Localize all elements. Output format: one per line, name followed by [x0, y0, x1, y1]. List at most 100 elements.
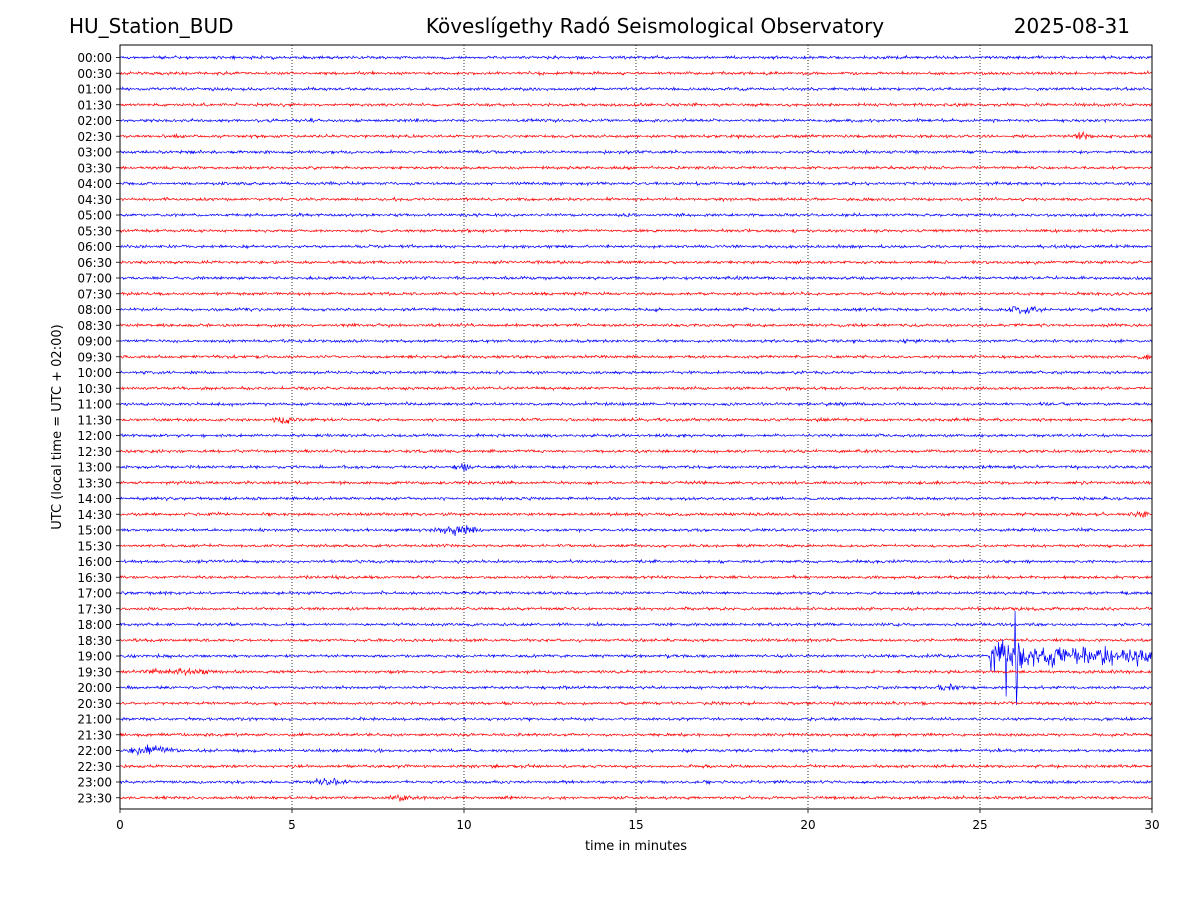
y-axis-label: UTC (local time = UTC + 02:00)	[50, 324, 65, 529]
y-tick-label: 14:00	[77, 492, 112, 506]
y-tick-label: 07:30	[77, 287, 112, 301]
trace-2300	[119, 777, 1153, 786]
y-tick-label: 12:00	[77, 429, 112, 443]
trace-1500	[119, 525, 1153, 536]
trace-1000	[119, 369, 1153, 376]
y-tick-label: 16:00	[77, 555, 112, 569]
y-tick-label: 19:30	[77, 665, 112, 679]
trace-1800	[119, 621, 1153, 628]
y-tick-label: 16:30	[77, 571, 112, 585]
date-label: 2025-08-31	[1013, 14, 1130, 38]
y-tick-label: 23:00	[77, 776, 112, 790]
y-tick-label: 21:00	[77, 713, 112, 727]
x-tick-label: 10	[456, 818, 471, 832]
y-tick-label: 04:30	[77, 193, 112, 207]
trace-0530	[119, 227, 1153, 234]
trace-0830	[119, 322, 1153, 329]
trace-0330	[119, 164, 1153, 171]
trace-0000	[119, 54, 1153, 61]
y-tick-label: 10:00	[77, 366, 112, 380]
y-tick-label: 07:00	[77, 272, 112, 286]
y-tick-label: 23:30	[77, 791, 112, 805]
trace-0930	[119, 353, 1153, 361]
trace-1600	[119, 558, 1153, 565]
y-tick-label: 18:00	[77, 618, 112, 632]
y-tick-label: 12:30	[77, 445, 112, 459]
trace-0230	[119, 130, 1153, 140]
y-tick-label: 05:00	[77, 209, 112, 223]
trace-1330	[119, 479, 1153, 487]
trace-0630	[119, 259, 1153, 266]
y-tick-label: 08:00	[77, 303, 112, 317]
y-tick-label: 18:30	[77, 634, 112, 648]
y-tick-label: 02:00	[77, 114, 112, 128]
x-tick-label: 5	[288, 818, 296, 832]
trace-1530	[119, 542, 1153, 549]
y-tick-label: 21:30	[77, 728, 112, 742]
trace-2230	[119, 763, 1153, 770]
y-tick-label: 09:00	[77, 335, 112, 349]
trace-1830	[119, 637, 1153, 644]
y-tick-label: 22:30	[77, 760, 112, 774]
trace-0030	[119, 70, 1153, 77]
trace-1900	[119, 611, 1153, 705]
trace-0700	[119, 274, 1153, 281]
trace-1130	[119, 416, 1153, 424]
trace-2000	[119, 683, 1153, 692]
trace-1300	[119, 463, 1153, 472]
y-tick-label: 06:30	[77, 256, 112, 270]
trace-1700	[119, 590, 1153, 597]
y-tick-label: 01:30	[77, 98, 112, 112]
trace-0600	[119, 243, 1153, 250]
trace-2100	[119, 715, 1153, 723]
trace-2130	[119, 731, 1153, 738]
y-tick-label: 10:30	[77, 382, 112, 396]
y-tick-label: 02:30	[77, 130, 112, 144]
trace-2330	[119, 793, 1153, 802]
station-label: HU_Station_BUD	[69, 14, 234, 38]
y-tick-label: 17:30	[77, 602, 112, 616]
x-axis-label: time in minutes	[585, 839, 687, 854]
y-tick-label: 00:30	[77, 67, 112, 81]
trace-0100	[119, 86, 1153, 92]
trace-1400	[119, 495, 1153, 502]
trace-1230	[119, 448, 1153, 454]
y-tick-label: 06:00	[77, 240, 112, 254]
y-tick-label: 14:30	[77, 508, 112, 522]
trace-0430	[119, 195, 1153, 203]
x-tick-label: 0	[116, 818, 124, 832]
y-tick-label: 03:00	[77, 146, 112, 160]
y-tick-label: 04:00	[77, 177, 112, 191]
trace-1930	[119, 667, 1153, 676]
trace-0800	[119, 305, 1153, 315]
trace-0200	[119, 117, 1153, 124]
trace-1630	[119, 574, 1153, 581]
y-tick-label: 15:00	[77, 524, 112, 538]
trace-1100	[119, 400, 1153, 408]
x-tick-label: 25	[972, 818, 987, 832]
trace-2030	[119, 700, 1153, 707]
y-tick-label: 01:00	[77, 83, 112, 97]
y-tick-label: 11:30	[77, 413, 112, 427]
y-tick-label: 22:00	[77, 744, 112, 758]
trace-1730	[119, 605, 1153, 612]
observatory-title: Köveslígethy Radó Seismological Observat…	[425, 14, 885, 38]
trace-0300	[119, 148, 1153, 156]
trace-2200	[119, 744, 1153, 757]
y-tick-label: 17:00	[77, 587, 112, 601]
y-tick-label: 15:30	[77, 539, 112, 553]
y-tick-label: 20:30	[77, 697, 112, 711]
trace-1430	[119, 510, 1153, 519]
y-tick-label: 13:30	[77, 476, 112, 490]
trace-0130	[119, 101, 1153, 108]
y-tick-label: 13:00	[77, 461, 112, 475]
y-tick-label: 05:30	[77, 224, 112, 238]
trace-0500	[119, 211, 1153, 218]
y-tick-label: 19:00	[77, 650, 112, 664]
x-tick-label: 30	[1144, 818, 1159, 832]
y-tick-label: 00:00	[77, 51, 112, 65]
y-tick-label: 11:00	[77, 398, 112, 412]
x-tick-label: 15	[628, 818, 643, 832]
trace-1030	[119, 385, 1153, 392]
